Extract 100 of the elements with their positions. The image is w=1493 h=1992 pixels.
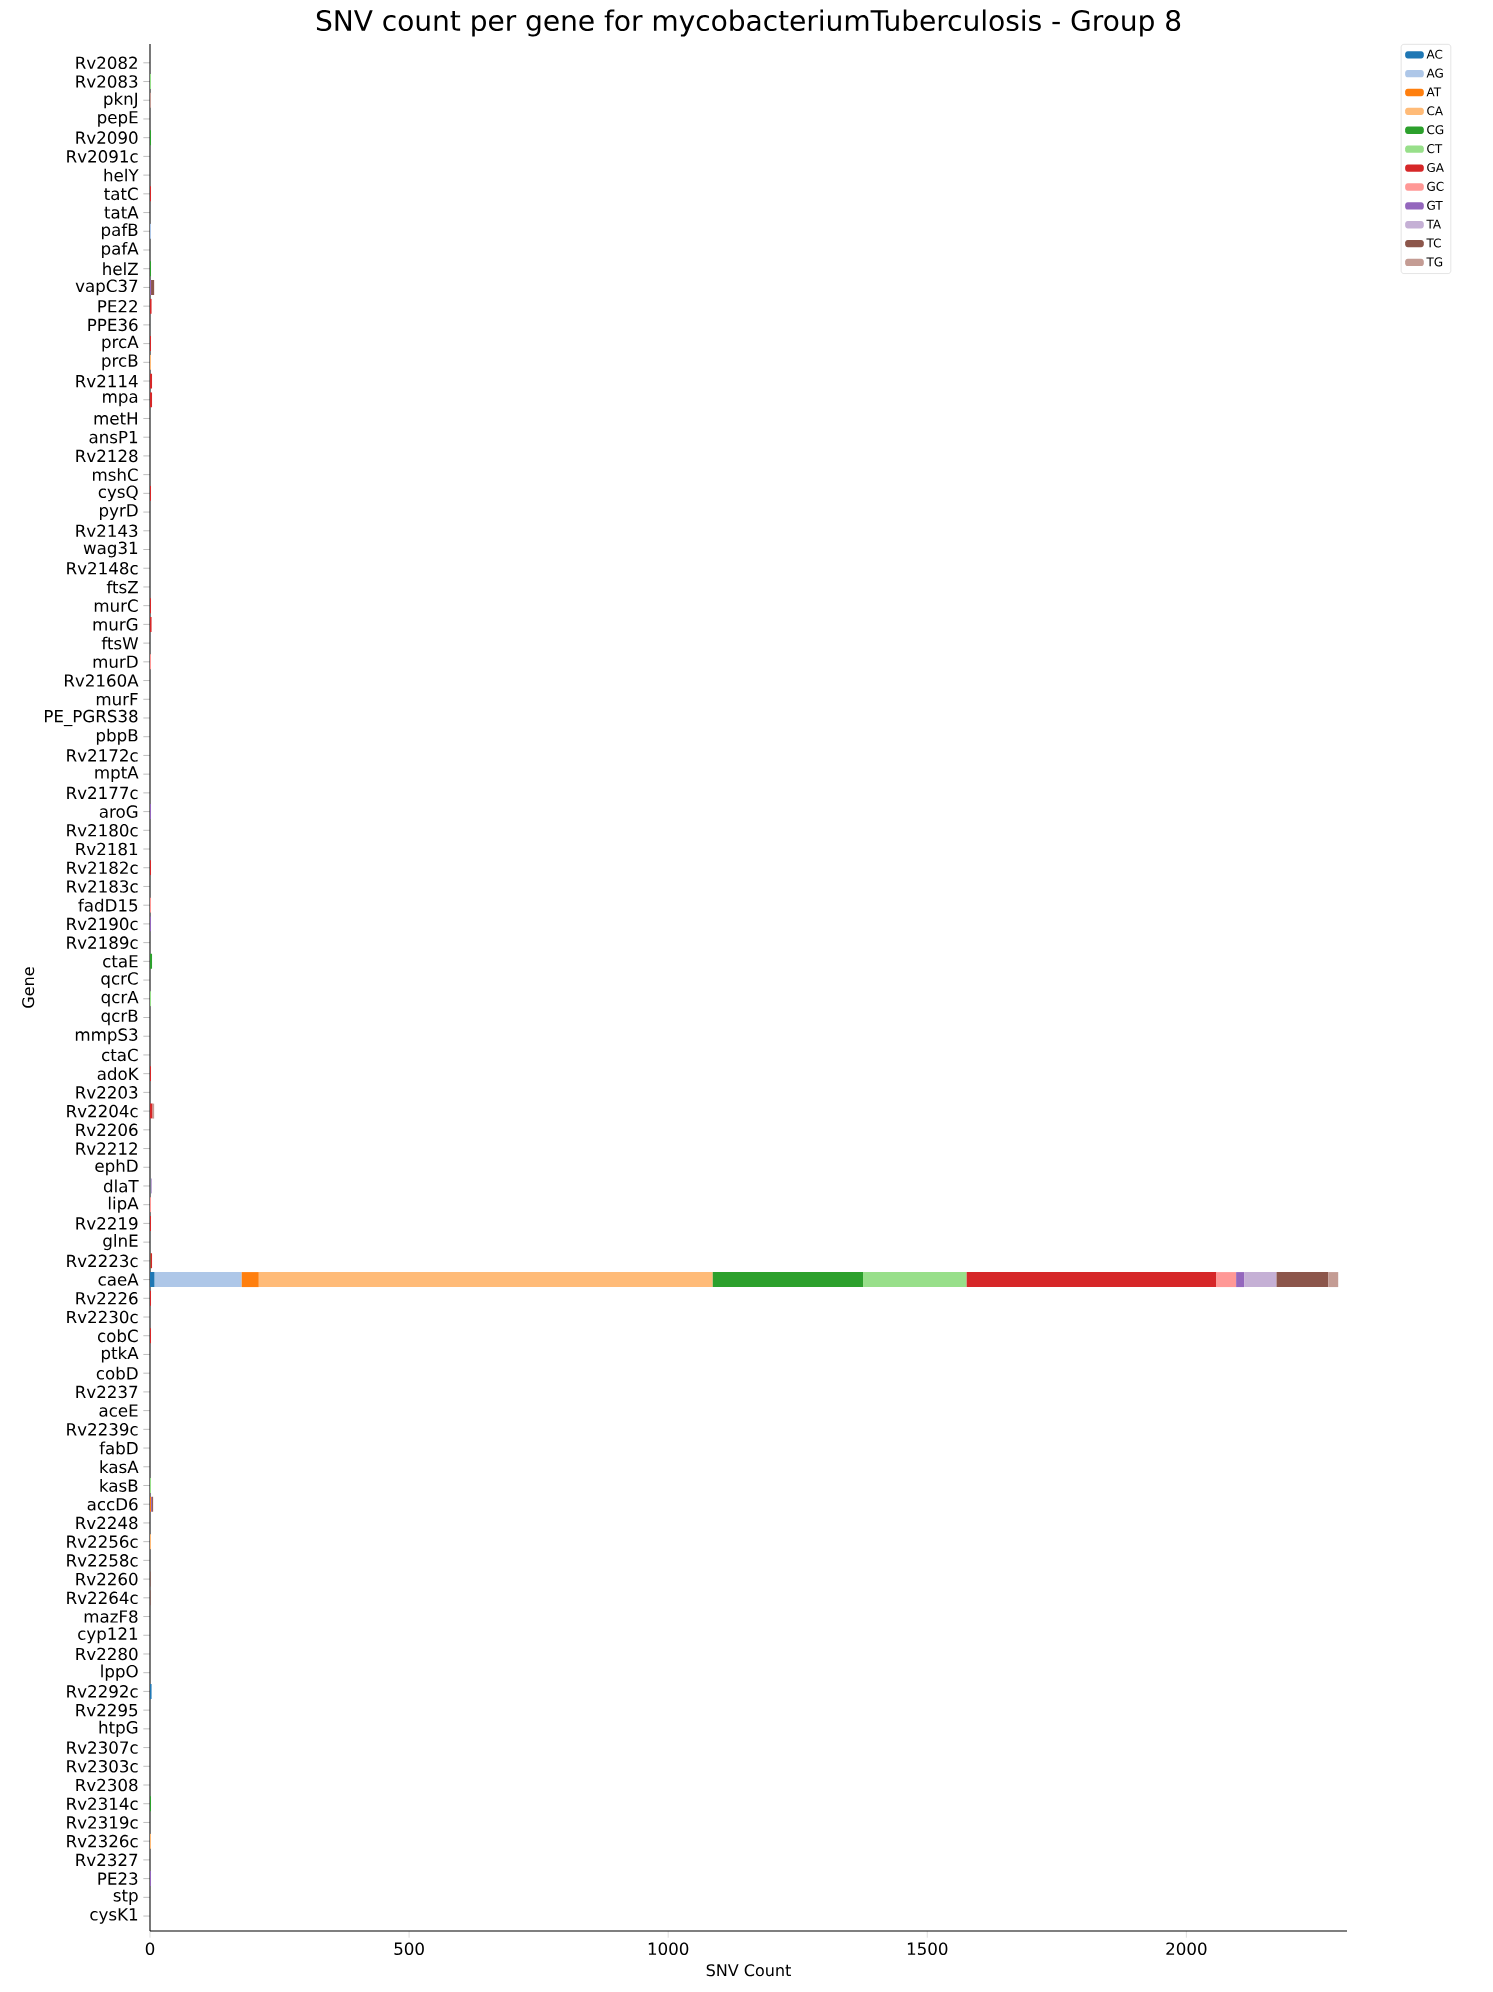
y-tick-label: Rv2204c [67,1104,138,1118]
legend-label: AG [1426,68,1443,78]
y-tick-label: fabD [99,1441,138,1455]
y-tick-label: Rv2114 [76,374,138,388]
y-tick-label: stp [113,1889,138,1905]
y-tick-label: qcrB [101,1009,138,1026]
x-tick-label: 1500 [907,1942,948,1955]
y-tick-label: dlaT [103,1179,139,1193]
y-tick-label: Rv2260 [76,1572,138,1586]
y-tick-label: Rv2143 [76,524,138,538]
bar [150,392,153,408]
y-tick-label: cysQ [98,485,138,502]
y-tick-label: PE_PGRS38 [45,709,138,727]
y-tick-label: prcB [102,354,138,371]
y-tick-label: ansP1 [89,431,138,444]
y-tick-label: Rv2264c [67,1591,138,1605]
y-tick-label: Rv2148c [67,561,138,575]
y-tick-label: Rv2303c [67,1759,138,1773]
y-tick-label: Rv2090 [76,131,138,144]
legend-label: TC [1426,238,1441,248]
y-tick-label: adoK [97,1067,139,1081]
y-tick-label: Rv2239c [67,1423,138,1436]
y-tick-label: Rv2308 [76,1778,138,1792]
y-tick-label: Rv2258c [67,1554,138,1567]
y-tick-label: PE23 [98,1872,138,1885]
y-tick-label: kasB [100,1479,138,1492]
y-tick-label: ptkA [101,1346,139,1363]
y-tick-label: htpG [99,1720,138,1737]
legend-label: AC [1426,49,1443,59]
y-tick-label: murF [96,693,138,706]
x-tick-label: 0 [145,1942,155,1955]
y-tick-label: Rv2314c [67,1797,138,1811]
legend-label: CT [1427,144,1443,154]
y-tick-label: Rv2327 [76,1853,138,1867]
y-tick-label: pknJ [104,92,137,109]
bar [241,1272,259,1288]
bar [712,1272,864,1288]
y-tick-label: Rv2180c [67,824,138,837]
y-tick-label: pbpB [96,728,138,745]
bar [1236,1272,1245,1288]
y-tick-label: ctaC [101,1048,138,1062]
y-tick-label: Rv2326c [67,1834,138,1848]
y-tick-label: mptA [95,766,139,782]
bar [1216,1272,1237,1288]
y-tick-label: Rv2292c [67,1685,138,1698]
y-tick-label: Rv2082 [76,56,137,70]
bar [154,1272,242,1288]
y-tick-label: Rv2219 [76,1217,138,1230]
y-tick-label: fadD15 [78,898,138,912]
y-tick-label: Rv2212 [76,1142,137,1155]
y-tick-label: pepE [98,111,138,127]
y-tick-label: qcrC [101,972,138,988]
y-tick-label: tatC [104,187,138,201]
y-tick-label: Rv2182c [67,861,138,875]
y-tick-label: PE22 [98,299,137,313]
y-tick-label: cobD [96,1366,138,1380]
chart-title: SNV count per gene for mycobacteriumTuberculosis - Group 8 [316,9,1181,37]
y-tick-label: cyp121 [78,1627,138,1644]
y-tick-label: vapC37 [75,279,138,296]
legend-label: CA [1427,106,1443,116]
y-tick-label: PPE36 [88,318,138,332]
y-tick-label: Rv2189c [67,936,138,949]
y-tick-label: ftsW [101,636,139,650]
legend-label: TG [1426,257,1443,267]
y-tick-label: Rv2128 [76,449,138,463]
bar [150,373,153,389]
y-tick-label: Rv2160A [64,674,139,687]
y-tick-label: Rv2203 [76,1086,138,1099]
y-tick-label: Rv2307c [67,1741,138,1754]
bar [258,1272,713,1288]
y-tick-label: aceE [99,1404,138,1417]
bar [1276,1272,1329,1288]
y-tick-label: Rv2181 [76,842,138,856]
y-tick-label: accD6 [87,1497,138,1511]
y-tick-label: Rv2280 [76,1647,138,1661]
y-tick-label: murD [93,655,138,669]
bar [1328,1272,1339,1288]
bar [863,1272,967,1288]
y-tick-label: mshC [93,468,138,482]
y-tick-label: pafA [102,241,139,259]
legend-label: GA [1427,162,1444,173]
y-tick-label: glnE [103,1234,138,1251]
y-tick-label: cobC [97,1329,138,1343]
y-tick-label: metH [94,412,137,425]
legend-label: GT [1427,200,1443,210]
y-tick-label: wag31 [83,541,138,558]
bar [966,1272,1217,1288]
y-tick-label: mmpS3 [75,1028,138,1045]
y-tick-label: Rv2172c [67,749,138,762]
y-tick-label: lppO [101,1664,138,1681]
bar [150,953,153,969]
y-tick-label: Rv2226 [76,1291,138,1305]
y-tick-label: pafB [102,223,138,240]
y-tick-label: mazF8 [84,1610,138,1623]
y-tick-label: Rv2223c [67,1254,138,1268]
y-tick-label: Rv2190c [67,917,138,931]
y-tick-label: Rv2083 [76,75,138,88]
y-tick-label: Rv2237 [76,1385,138,1399]
y-tick-label: Rv2319c [67,1816,138,1829]
y-tick-label: Rv2206 [76,1123,138,1137]
